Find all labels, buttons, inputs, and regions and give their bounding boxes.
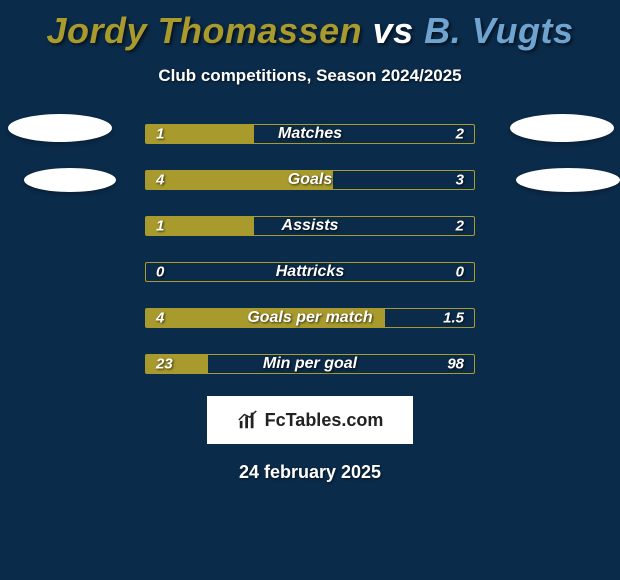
player-badge-left [24,168,116,192]
chart-icon [237,409,259,431]
stat-row: 41.5Goals per match [145,308,475,328]
title-vs: vs [362,10,424,51]
stat-row: 00Hattricks [145,262,475,282]
player-badge-right [516,168,620,192]
player-badge-right [510,114,614,142]
subtitle: Club competitions, Season 2024/2025 [158,66,461,86]
stat-row: 12Assists [145,216,475,236]
fctables-logo: FcTables.com [207,396,413,444]
stat-row: 2398Min per goal [145,354,475,374]
stat-label: Goals [146,171,474,189]
page-title: Jordy Thomassen vs B. Vugts [47,10,574,52]
stat-label: Min per goal [146,355,474,373]
title-player1: Jordy Thomassen [47,10,363,51]
stat-row: 43Goals [145,170,475,190]
date: 24 february 2025 [239,462,381,483]
content-container: Jordy Thomassen vs B. Vugts Club competi… [0,0,620,580]
title-player2: B. Vugts [424,10,573,51]
stat-label: Matches [146,125,474,143]
player-badge-left [8,114,112,142]
stat-row: 12Matches [145,124,475,144]
stat-label: Assists [146,217,474,235]
stat-label: Hattricks [146,263,474,281]
stat-label: Goals per match [146,309,474,327]
logo-text: FcTables.com [265,410,384,431]
chart-area: 12Matches 43Goals 12Assists 00Hattricks 41.5… [0,124,620,374]
